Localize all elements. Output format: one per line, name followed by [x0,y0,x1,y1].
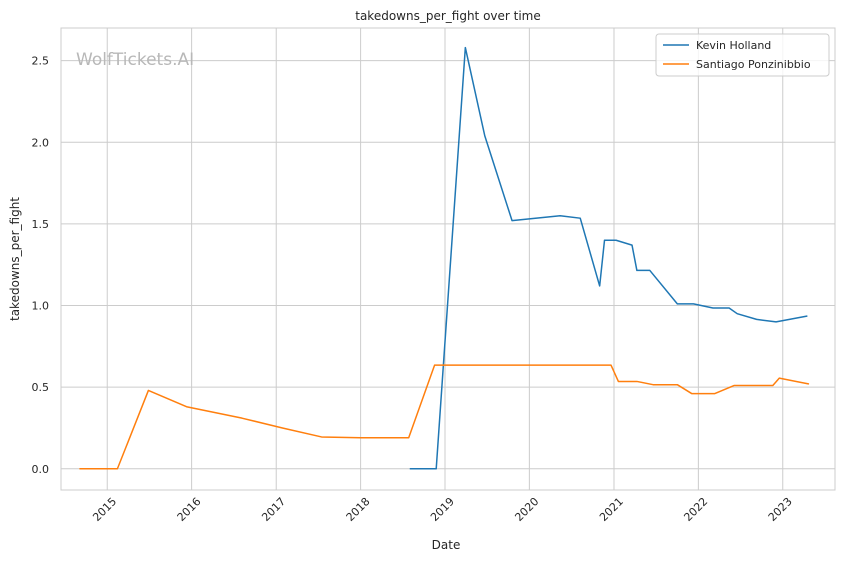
plot-frame [60,27,836,491]
y-tick-label: 2.5 [32,55,50,68]
legend-box [655,33,830,77]
legend: Kevin Holland Santiago Ponzinibbio [655,33,830,77]
series-line-santiago-ponzinibbio [79,364,810,470]
series-line-kevin-holland [409,46,808,470]
series-lines [79,46,810,470]
x-axis-label: Date [432,538,461,552]
legend-label-santiago-ponzinibbio: Santiago Ponzinibbio [696,58,811,71]
legend-label-kevin-holland: Kevin Holland [696,39,771,52]
watermark: WolfTickets.AI [76,50,194,70]
y-tick-label: 2.0 [32,136,50,149]
y-axis-ticks: 0.0 0.5 1.0 1.5 2.0 2.5 [32,55,50,476]
y-axis-label: takedowns_per_fight [8,197,22,321]
y-tick-label: 1.5 [32,218,50,231]
y-tick-label: 0.0 [32,463,50,476]
y-tick-label: 1.0 [32,300,50,313]
chart-title: takedowns_per_fight over time [355,9,541,23]
grid-lines [61,28,835,490]
y-tick-label: 0.5 [32,381,50,394]
